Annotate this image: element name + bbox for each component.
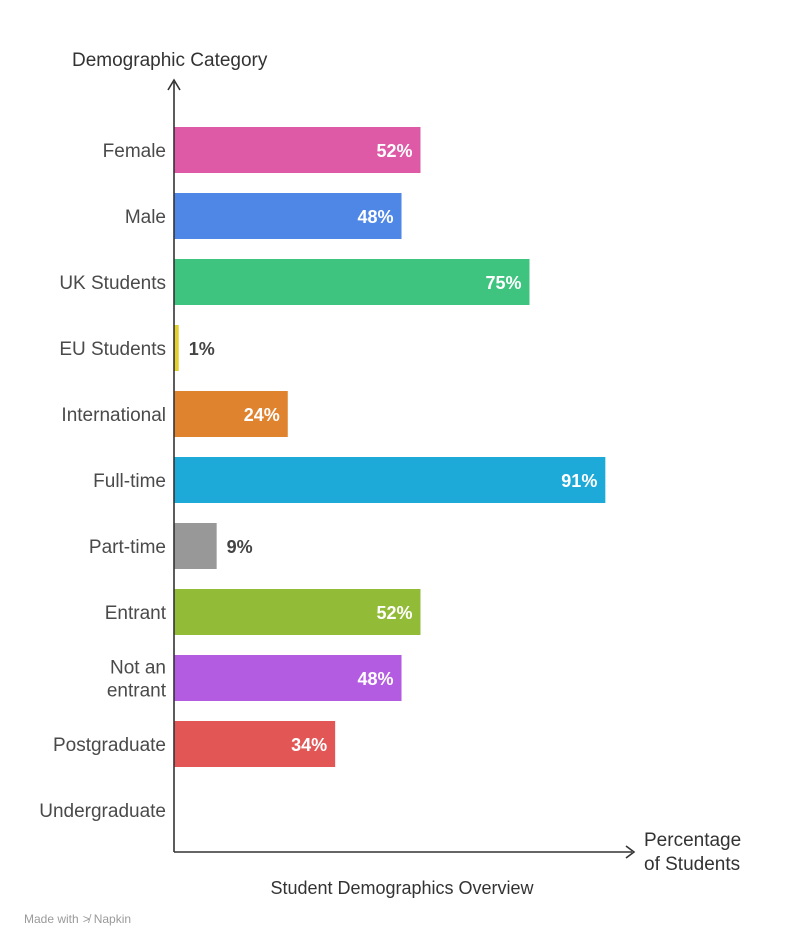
value-label-male: 48%: [357, 207, 393, 227]
y-axis-title: Demographic Category: [72, 50, 268, 71]
bar-international: [174, 391, 288, 437]
bar-uk-students: [174, 259, 530, 305]
category-label-not-an-entrant: Not an entrant: [107, 658, 167, 702]
value-label-full-time: 91%: [561, 471, 597, 491]
category-label-part-time: Part-time: [89, 537, 166, 558]
bar-female: [174, 127, 421, 173]
made-with-text: Made with: [24, 912, 79, 926]
y-axis-arrow: [167, 78, 181, 91]
bar-full-time: [174, 457, 606, 503]
value-label-female: 52%: [376, 141, 412, 161]
bar-entrant: [174, 589, 421, 635]
value-label-international: 24%: [244, 405, 280, 425]
bar-eu-students: [174, 325, 179, 371]
x-axis-arrow: [625, 845, 636, 859]
napkin-logo-icon: ≯: [82, 912, 90, 926]
category-label-eu-students: EU Students: [59, 339, 166, 360]
bar-postgraduate: [174, 721, 336, 767]
bars-group: [174, 127, 606, 767]
category-labels-group: Female Male UK Students EU Students Internat…: [39, 141, 166, 822]
value-label-entrant: 52%: [376, 603, 412, 623]
category-label-international: International: [61, 405, 166, 426]
value-label-part-time: 9%: [227, 537, 253, 557]
footer-attribution: Made with ≯ Napkin: [24, 912, 131, 926]
bar-male: [174, 193, 402, 239]
category-label-uk-students: UK Students: [59, 273, 166, 294]
value-label-postgraduate: 34%: [291, 735, 327, 755]
category-label-full-time: Full-time: [93, 471, 166, 492]
category-label-female: Female: [103, 141, 166, 162]
bar-part-time: [174, 523, 217, 569]
category-label-male: Male: [125, 207, 166, 228]
value-label-not-an-entrant: 48%: [357, 669, 393, 689]
value-label-eu-students: 1%: [189, 339, 215, 359]
x-axis-title: Percentage of Students: [644, 830, 741, 875]
category-label-undergraduate: Undergraduate: [39, 801, 166, 822]
category-label-entrant: Entrant: [105, 603, 167, 624]
value-label-uk-students: 75%: [485, 273, 521, 293]
bar-not-an-entrant: [174, 655, 402, 701]
value-labels-group: 52% 48% 75% 1% 24% 91% 9% 52% 48% 34%: [189, 141, 598, 755]
category-label-postgraduate: Postgraduate: [53, 735, 166, 756]
brand-name: Napkin: [93, 912, 132, 926]
chart-title: Student Demographics Overview: [270, 878, 534, 898]
